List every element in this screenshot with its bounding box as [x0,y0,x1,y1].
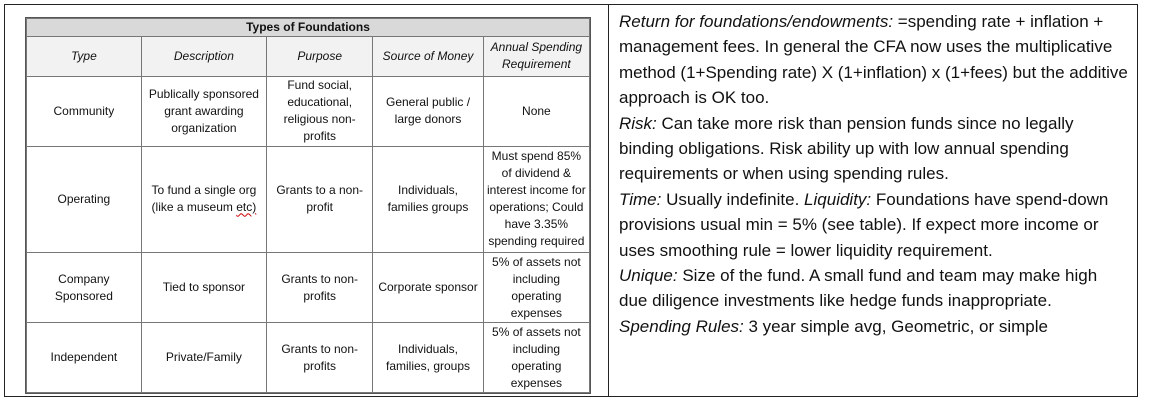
cell-requirement: Must spend 85% of dividend & interest in… [482,145,591,254]
table-title-row: Types of Foundations [26,17,590,38]
cell-purpose: Grants to non-profits [266,322,374,393]
cell-source: Individuals, families groups [372,145,484,254]
time-text: Usually indefinite. [661,189,805,209]
cell-description: Private/Family [140,322,268,393]
notes-cell: Return for foundations/endowments: =spen… [609,5,1137,396]
table-row: Company Sponsored Tied to sponsor Grants… [26,252,591,324]
table-row: Independent Private/Family Grants to non… [26,322,591,393]
description-text: To fund a single org (like a museum [151,183,257,215]
header-purpose: Purpose [266,36,374,77]
return-label: Return for foundations/endowments: [619,12,894,31]
table-header-row: Type Description Purpose Source of Money… [26,36,591,77]
header-source: Source of Money [372,36,484,77]
cell-requirement: None [482,75,591,147]
risk-label: Risk: [619,113,657,133]
cell-purpose: Grants to non-profits [266,252,374,324]
return-text: =spending rate + inflation + management … [619,12,1128,108]
risk-text: Can take more risk than pension funds si… [619,113,1074,184]
cell-purpose: Grants to a non-profit [266,145,374,254]
cell-source: Corporate sponsor [372,252,484,324]
time-label: Time: [619,189,662,209]
foundations-table: Types of Foundations Type Description Pu… [26,17,591,393]
spellcheck-underlined-text: etc) [236,200,257,215]
liquidity-text: Foundations have spend-down provisions u… [619,189,1109,260]
cell-requirement: 5% of assets not including operating exp… [482,252,591,324]
spending-rules-label: Spending Rules: [619,316,744,336]
cell-source: General public / large donors [372,75,484,147]
notes-paragraph: Return for foundations/endowments: =spen… [619,9,1129,339]
header-requirement: Annual Spending Requirement [482,36,591,77]
cell-description: Publically sponsored grant awarding orga… [140,75,268,147]
cell-description: Tied to sponsor [140,252,268,324]
foundations-table-frame: Types of Foundations Type Description Pu… [25,17,591,394]
cell-type: Independent [26,322,142,393]
unique-label: Unique: [619,266,678,286]
cell-description: To fund a single org (like a museum etc) [140,145,268,254]
header-description: Description [140,36,268,77]
unique-text: Size of the fund. A small fund and team … [619,266,1098,311]
liquidity-label: Liquidity: [804,189,872,209]
table-cell: Types of Foundations Type Description Pu… [5,5,609,396]
cell-type: Company Sponsored [26,252,142,324]
cell-type: Community [26,75,142,147]
cell-requirement: 5% of assets not including operating exp… [482,322,591,393]
spending-rules-text: 3 year simple avg, Geometric, or simple [743,316,1048,336]
cell-source: Individuals, families, groups [372,322,484,393]
document-table: Types of Foundations Type Description Pu… [4,4,1138,397]
table-row: Community Publically sponsored grant awa… [26,75,591,147]
header-type: Type [26,36,142,77]
cell-type: Operating [26,145,142,254]
table-title: Types of Foundations [26,17,590,38]
cell-purpose: Fund social, educational, religious non-… [266,75,374,147]
table-row: Operating To fund a single org (like a m… [26,145,591,254]
